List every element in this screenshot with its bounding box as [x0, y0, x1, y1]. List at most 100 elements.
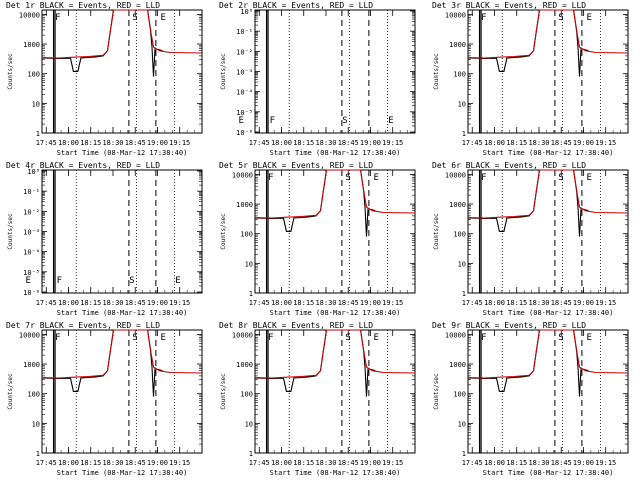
x-tick-label: 18:30 [528, 299, 549, 307]
panel-title: Det 4r BLACK = Events, RED = LLD [6, 161, 160, 170]
plot-frame [254, 9, 416, 134]
y-axis-label: Counts/sec [433, 373, 440, 410]
x-tick-label: 19:00 [573, 459, 594, 467]
y-axis-label: Counts/sec [220, 213, 227, 250]
segment-marker: E [160, 13, 165, 23]
x-tick-label: 19:15 [382, 459, 403, 467]
y-tick-label: 1000 [449, 361, 466, 369]
x-axis-label: Start Time (08-Mar-12 17:38:40) [270, 149, 401, 157]
x-tick-label: 17:45 [462, 139, 483, 147]
x-tick-label: 18:15 [293, 459, 314, 467]
x-tick-label: 18:45 [338, 459, 359, 467]
panel-1: Det 1r BLACK = Events, RED = LLD 1 10 100 10… [6, 1, 203, 157]
segment-marker: S [558, 13, 563, 23]
x-tick-label: 18:00 [58, 299, 79, 307]
y-tick-label: 10⁻⁵ [23, 269, 40, 277]
x-tick-label: 18:00 [271, 459, 292, 467]
y-tick-label: 10⁰ [240, 8, 253, 16]
panel-6: Det 6r BLACK = Events, RED = LLD 1 10 100 10… [432, 161, 629, 317]
lld-series-line [467, 329, 629, 379]
y-tick-label: 10 [458, 100, 466, 108]
segment-marker: S [558, 333, 563, 343]
y-tick-label: 100 [240, 231, 253, 239]
segment-marker: F [55, 333, 60, 343]
plot-frame [41, 9, 203, 134]
y-tick-label: 1 [36, 450, 40, 458]
x-tick-label: 18:15 [80, 459, 101, 467]
y-tick-label: 10⁻⁵ [236, 109, 253, 117]
lld-series-line [467, 9, 629, 59]
x-tick-label: 18:30 [315, 459, 336, 467]
y-tick-label: 1 [249, 450, 253, 458]
y-axis-label: Counts/sec [433, 53, 440, 90]
x-tick-label: 18:30 [102, 459, 123, 467]
segment-marker: F [481, 173, 486, 183]
y-tick-label: 10⁻² [23, 208, 40, 216]
x-tick-label: 18:00 [484, 299, 505, 307]
lld-series-line [254, 169, 416, 219]
segment-marker: E [388, 116, 393, 126]
x-tick-label: 18:15 [80, 299, 101, 307]
x-tick-label: 17:45 [36, 299, 57, 307]
segment-marker: S [132, 13, 137, 23]
segment-marker: F [57, 276, 62, 286]
lld-series-line [467, 169, 629, 219]
panel-title: Det 6r BLACK = Events, RED = LLD [432, 161, 586, 170]
x-tick-label: 18:30 [102, 299, 123, 307]
y-tick-label: 1000 [23, 41, 40, 49]
segment-marker: F [268, 333, 273, 343]
x-tick-label: 19:00 [360, 299, 381, 307]
y-tick-label: 10000 [232, 331, 253, 339]
x-axis-label: Start Time (08-Mar-12 17:38:40) [57, 469, 188, 477]
y-tick-label: 10 [458, 260, 466, 268]
x-tick-label: 17:45 [462, 459, 483, 467]
segment-marker: S [132, 333, 137, 343]
x-tick-label: 19:15 [595, 459, 616, 467]
y-tick-label: 10000 [445, 171, 466, 179]
segment-marker: F [268, 173, 273, 183]
x-axis-label: Start Time (08-Mar-12 17:38:40) [483, 469, 614, 477]
x-tick-label: 18:45 [338, 299, 359, 307]
y-tick-label: 10000 [445, 11, 466, 19]
x-tick-label: 19:15 [169, 299, 190, 307]
x-tick-label: 19:00 [360, 139, 381, 147]
y-tick-label: 10⁻⁴ [236, 89, 253, 97]
x-tick-label: 18:00 [484, 139, 505, 147]
y-tick-label: 10⁻¹ [236, 28, 253, 36]
segment-marker: S [345, 173, 350, 183]
x-tick-label: 18:15 [293, 299, 314, 307]
x-tick-label: 18:00 [484, 459, 505, 467]
y-tick-label: 1 [462, 290, 466, 298]
y-tick-label: 10 [458, 420, 466, 428]
x-tick-label: 17:45 [249, 139, 270, 147]
x-tick-label: 18:45 [338, 139, 359, 147]
x-tick-label: 18:00 [58, 459, 79, 467]
plot-frame [254, 169, 416, 294]
x-tick-label: 18:45 [551, 459, 572, 467]
x-axis-label: Start Time (08-Mar-12 17:38:40) [57, 309, 188, 317]
x-tick-label: 18:15 [506, 299, 527, 307]
panel-7: Det 7r BLACK = Events, RED = LLD 1 10 100 10… [6, 321, 203, 477]
y-tick-label: 1 [249, 290, 253, 298]
x-tick-label: 18:15 [506, 459, 527, 467]
x-tick-label: 18:15 [80, 139, 101, 147]
x-tick-label: 17:45 [249, 299, 270, 307]
panel-title: Det 9r BLACK = Events, RED = LLD [432, 321, 586, 330]
x-tick-label: 18:30 [528, 139, 549, 147]
segment-marker: E [586, 13, 591, 23]
x-tick-label: 19:15 [595, 139, 616, 147]
y-tick-label: 10⁻² [236, 48, 253, 56]
x-tick-label: 18:15 [293, 139, 314, 147]
y-tick-label: 10⁻⁶ [236, 129, 253, 137]
x-tick-label: 18:00 [58, 139, 79, 147]
segment-marker: S [558, 173, 563, 183]
x-tick-label: 19:00 [573, 139, 594, 147]
segment-marker: F [55, 13, 60, 23]
segment-marker: F [270, 116, 275, 126]
x-tick-label: 18:45 [125, 299, 146, 307]
x-tick-label: 18:45 [551, 139, 572, 147]
x-axis-label: Start Time (08-Mar-12 17:38:40) [270, 309, 401, 317]
y-axis-label: Counts/sec [7, 53, 14, 90]
y-tick-label: 10⁰ [27, 168, 40, 176]
